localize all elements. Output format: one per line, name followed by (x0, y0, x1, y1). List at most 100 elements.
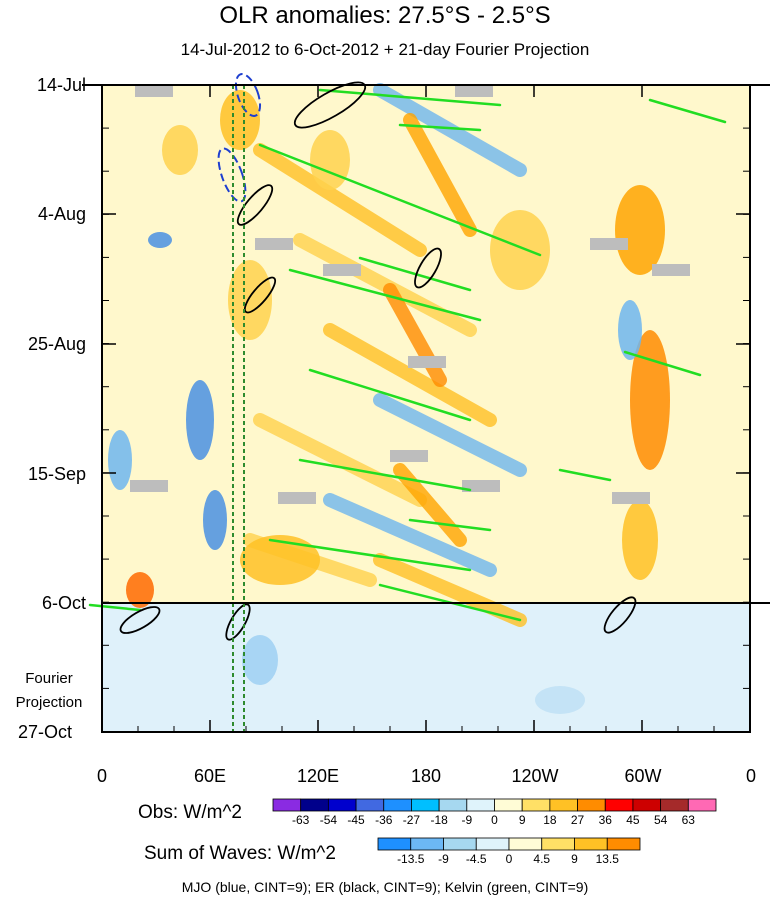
obs-colorbar-tick-label: -18 (430, 813, 448, 827)
kelvin-contour (358, 256, 472, 292)
obs-colorbar-tick-label: 27 (570, 813, 585, 827)
anomaly-streak (253, 413, 427, 507)
anomaly-streak (323, 493, 497, 577)
kelvin-contour (258, 143, 542, 257)
missing-data-box (390, 450, 428, 462)
obs-colorbar-tick-label: 9 (518, 813, 526, 827)
obs-colorbar-swatch (300, 798, 329, 812)
mjo-contour (217, 147, 247, 203)
anomaly-streak (253, 143, 427, 257)
waves-colorbar-tick-label: 9 (571, 852, 578, 866)
obs-colorbar-tick-label: -63 (292, 813, 310, 827)
kelvin-contour (88, 603, 142, 612)
anomaly-streak (373, 83, 527, 177)
anomaly-streak (373, 553, 527, 627)
missing-data-box (278, 492, 316, 504)
er-contour (603, 596, 637, 634)
anomaly-blob (126, 572, 154, 608)
er-contour (414, 247, 442, 289)
anomaly-blob (310, 130, 350, 190)
obs-colorbar-label: Obs: W/m^2 (138, 802, 242, 823)
kelvin-contour (558, 468, 612, 482)
x-tick-label: 60E (193, 766, 227, 786)
x-tick-label: 180 (410, 766, 442, 786)
obs-colorbar-tick-label: -36 (375, 813, 393, 827)
kelvin-contour (298, 458, 472, 492)
waves-colorbar-tick-label: 0 (505, 852, 513, 866)
y-tick-label: 15-Sep (27, 464, 86, 484)
projection-background (102, 603, 750, 732)
anomaly-streak (323, 323, 497, 427)
obs-colorbar-tick-label: -27 (402, 813, 421, 827)
x-tick-label: 120E (296, 766, 340, 786)
obs-colorbar-swatch (438, 798, 468, 812)
chart-title: OLR anomalies: 27.5°S - 2.5°S (219, 2, 551, 29)
waves-colorbar-swatch (410, 837, 444, 851)
x-tick-label: 60W (624, 766, 662, 786)
obs-colorbar-swatch (494, 798, 523, 812)
kelvin-contour (268, 538, 472, 572)
kelvin-contour (648, 98, 727, 124)
obs-colorbar-swatch (632, 798, 662, 812)
missing-data-box (135, 85, 173, 97)
er-contour (119, 606, 161, 634)
waves-colorbar-tick-label: 4.5 (533, 852, 551, 866)
x-tick-label: 0 (96, 766, 107, 786)
x-tick-label: 120W (511, 766, 559, 786)
obs-colorbar-tick-label: -45 (347, 813, 365, 827)
obs-colorbar-swatch (549, 798, 578, 812)
anomaly-streak (393, 463, 467, 547)
obs-colorbar-swatch (383, 798, 412, 812)
obs-colorbar-swatch (327, 798, 357, 812)
kelvin-contour (398, 123, 482, 132)
missing-data-box (462, 480, 500, 492)
waves-colorbar-swatch (574, 837, 608, 851)
chart-subtitle: 14-Jul-2012 to 6-Oct-2012 + 21-day Fouri… (180, 40, 590, 59)
waves-colorbar-tick-label: -4.5 (465, 852, 487, 866)
anomaly-blob (490, 210, 550, 290)
waves-colorbar-swatch (377, 837, 412, 851)
waves-colorbar-label: Sum of Waves: W/m^2 (144, 843, 336, 864)
waves-colorbar-tick-label: 13.5 (595, 852, 619, 866)
obs-colorbar-swatch (687, 798, 717, 812)
mjo-contour (234, 73, 262, 117)
anomaly-blob (535, 686, 585, 714)
obs-colorbar-tick-label: -9 (461, 813, 473, 827)
chart-caption: MJO (blue, CINT=9); ER (black, CINT=9); … (181, 879, 589, 895)
obs-colorbar-swatch (355, 798, 385, 812)
anomaly-blob (220, 90, 260, 150)
missing-data-box (255, 238, 293, 250)
obs-colorbar-swatch (577, 798, 606, 812)
y-tick-label: 27-Oct (17, 722, 72, 742)
waves-colorbar-swatch (606, 837, 641, 851)
anomaly-blob (228, 260, 272, 340)
anomaly-blob (148, 232, 172, 248)
obs-colorbar-tick-label: 36 (598, 813, 612, 827)
missing-data-box (455, 85, 493, 97)
obs-colorbar-swatch (604, 798, 634, 812)
waves-colorbar-swatch (443, 837, 477, 851)
obs-colorbar-swatch (660, 798, 689, 812)
waves-colorbar-swatch (541, 837, 575, 851)
anomaly-blob (622, 500, 658, 580)
missing-data-box (130, 480, 168, 492)
missing-data-box (323, 264, 361, 276)
anomaly-blob (186, 380, 214, 460)
obs-colorbar-swatch (411, 798, 440, 812)
kelvin-contour (308, 368, 472, 422)
anomaly-blob (162, 125, 198, 175)
missing-data-box (590, 238, 628, 250)
er-contour (236, 184, 274, 226)
y-tick-label: 4-Aug (37, 204, 86, 224)
kelvin-contour (288, 268, 482, 322)
missing-data-box (408, 356, 446, 368)
anomaly-blob (240, 535, 320, 585)
kelvin-contour (318, 88, 502, 107)
missing-data-box (652, 264, 690, 276)
anomaly-blob (618, 300, 642, 360)
anomaly-blob (108, 430, 132, 490)
projection-label-line2: Projection (15, 694, 83, 711)
obs-colorbar-tick-label: -54 (319, 813, 338, 827)
er-contour (243, 276, 277, 314)
obs-colorbar-swatch (466, 798, 495, 812)
